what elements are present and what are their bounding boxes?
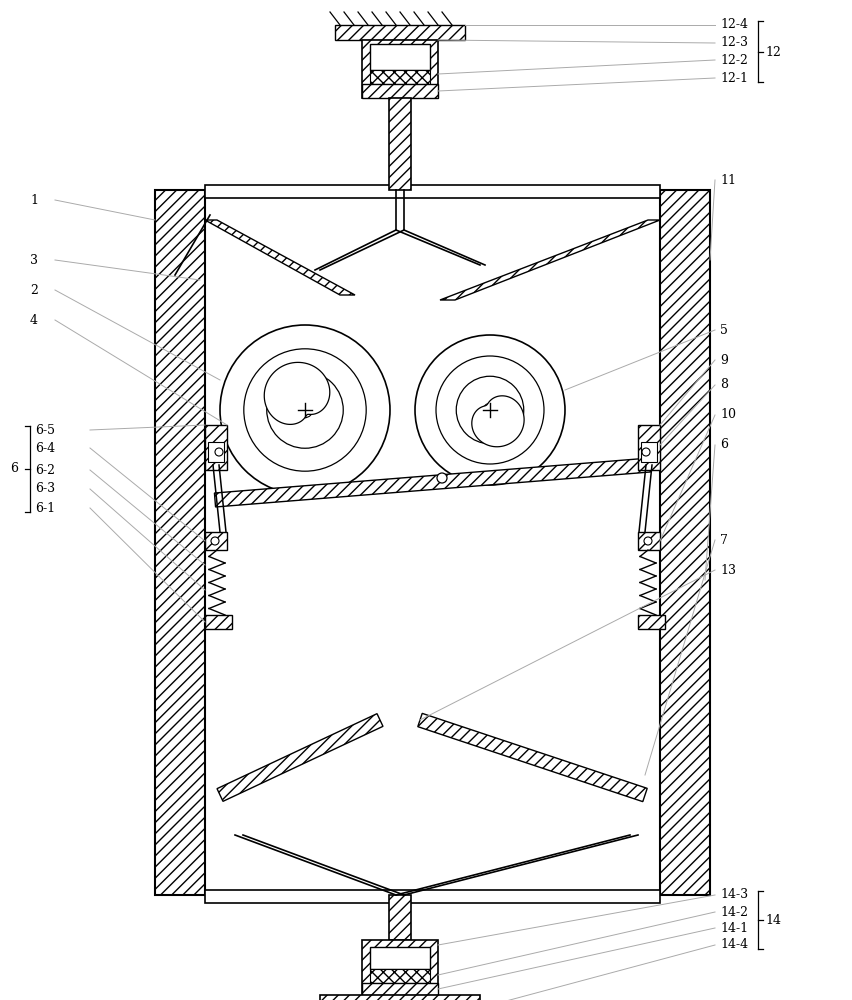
Polygon shape: [637, 532, 659, 550]
Bar: [640, 442, 656, 462]
Polygon shape: [320, 995, 480, 1000]
Text: 12-3: 12-3: [719, 36, 747, 49]
Circle shape: [220, 325, 389, 495]
Text: 12-2: 12-2: [719, 53, 747, 66]
Circle shape: [643, 537, 651, 545]
Circle shape: [215, 448, 222, 456]
Bar: [370, 44, 429, 70]
Bar: [370, 947, 429, 969]
Text: 6-2: 6-2: [35, 464, 55, 477]
Polygon shape: [440, 220, 659, 300]
Text: 12-1: 12-1: [719, 72, 747, 85]
Text: 14: 14: [764, 914, 780, 926]
Polygon shape: [204, 185, 659, 198]
Circle shape: [210, 537, 219, 545]
Polygon shape: [637, 425, 659, 470]
Text: 10: 10: [719, 408, 735, 422]
Polygon shape: [361, 940, 437, 995]
Polygon shape: [637, 615, 665, 629]
Bar: [370, 70, 429, 84]
Text: 11: 11: [719, 174, 735, 186]
Polygon shape: [335, 25, 464, 40]
Polygon shape: [264, 362, 330, 424]
Polygon shape: [417, 713, 647, 802]
Text: 14-2: 14-2: [719, 906, 747, 918]
Polygon shape: [204, 425, 227, 470]
Circle shape: [642, 448, 649, 456]
Text: 8: 8: [719, 378, 727, 391]
Text: 6-4: 6-4: [35, 442, 55, 454]
Text: 14-1: 14-1: [719, 922, 747, 934]
Text: 6: 6: [10, 462, 18, 476]
Text: 6-5: 6-5: [35, 424, 55, 436]
Polygon shape: [204, 890, 659, 903]
Text: 12-4: 12-4: [719, 18, 747, 31]
Text: 12: 12: [764, 45, 780, 58]
Polygon shape: [214, 458, 650, 507]
Polygon shape: [204, 220, 354, 295]
Text: 6-1: 6-1: [35, 502, 55, 514]
Text: 14-4: 14-4: [719, 938, 747, 952]
Text: 2: 2: [30, 284, 37, 296]
Polygon shape: [361, 84, 437, 98]
Text: 13: 13: [719, 564, 735, 576]
Polygon shape: [471, 396, 523, 447]
Polygon shape: [361, 983, 437, 995]
Text: 1: 1: [30, 194, 38, 207]
Polygon shape: [361, 40, 437, 98]
Polygon shape: [389, 98, 411, 190]
Circle shape: [436, 473, 446, 483]
Polygon shape: [204, 615, 232, 629]
Text: 7: 7: [719, 534, 727, 546]
Text: 6-3: 6-3: [35, 483, 55, 495]
Polygon shape: [155, 190, 204, 895]
Text: 5: 5: [719, 324, 727, 336]
Polygon shape: [204, 532, 227, 550]
Bar: [208, 442, 224, 462]
Text: 6: 6: [719, 438, 727, 452]
Text: 14-3: 14-3: [719, 888, 747, 902]
Text: 3: 3: [30, 253, 38, 266]
Circle shape: [415, 335, 564, 485]
Polygon shape: [659, 190, 709, 895]
Polygon shape: [389, 895, 411, 940]
Bar: [370, 969, 429, 983]
Polygon shape: [216, 714, 383, 801]
Text: 4: 4: [30, 314, 38, 326]
Text: 9: 9: [719, 354, 727, 366]
